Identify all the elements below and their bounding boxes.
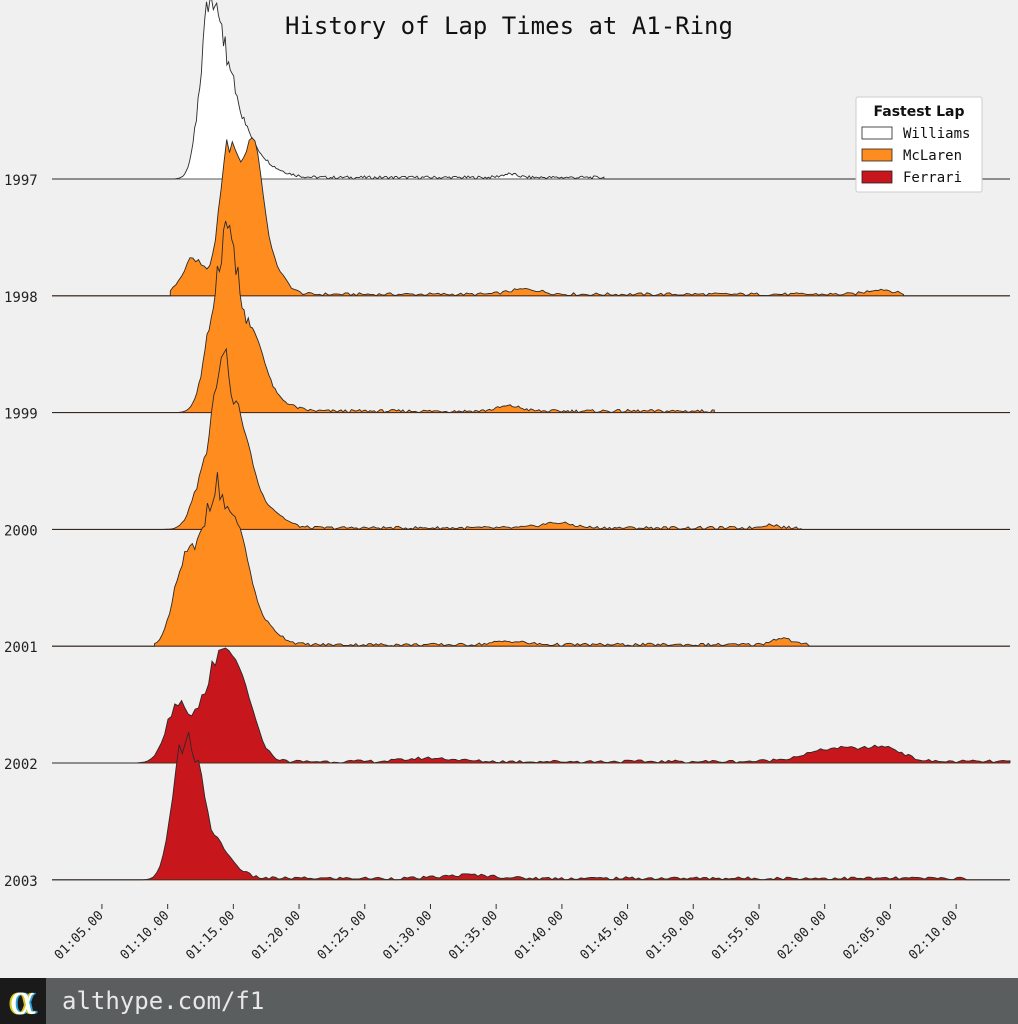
year-label-2003: 2003: [4, 874, 38, 890]
x-tick-label-7: 01:40.00: [512, 908, 567, 963]
legend-swatch-ferrari: [861, 170, 893, 184]
x-tick-label-6: 01:35.00: [446, 908, 501, 963]
ridge-line-2001: [52, 472, 1010, 647]
ridge-2003: 2003: [4, 732, 1010, 890]
ridge-line-2003: [52, 732, 1010, 881]
ridge-area-2001: [52, 472, 1010, 647]
ridge-line-1997: [52, 0, 1010, 180]
ridge-line-1999: [52, 220, 1010, 414]
ridge-line-2002: [52, 647, 1011, 764]
x-tick-label-11: 02:00.00: [775, 908, 830, 963]
ridge-2002: 2002: [4, 647, 1011, 773]
ridge-line-1998: [52, 137, 1010, 297]
x-tick-label-3: 01:20.00: [249, 908, 304, 963]
legend: Fastest Lap Williams McLaren Ferrari: [855, 96, 983, 193]
ridge-2000: 2000: [4, 347, 1010, 539]
chart-title: History of Lap Times at A1-Ring: [285, 12, 733, 40]
x-tick-label-13: 02:10.00: [906, 908, 961, 963]
x-tick-label-8: 01:45.00: [578, 908, 633, 963]
x-tick-label-12: 02:05.00: [840, 908, 895, 963]
ridges: 1997 1998 1999 2000 2001 2002 2003: [4, 0, 1011, 890]
althype-logo: α: [0, 978, 46, 1024]
legend-label-mclaren: McLaren: [903, 148, 962, 164]
year-label-1999: 1999: [4, 407, 38, 423]
x-axis: 01:05.00 01:10.00 01:15.00 01:20.00 01:25.00…: [52, 904, 961, 963]
ridgeline-chart: History of Lap Times at A1-Ring 1997 1998…: [4, 0, 1011, 963]
year-label-1998: 1998: [4, 290, 38, 306]
legend-label-williams: Williams: [903, 126, 970, 142]
year-label-2002: 2002: [4, 757, 38, 773]
legend-swatch-mclaren: [861, 148, 893, 162]
legend-box: [855, 96, 983, 193]
legend-label-ferrari: Ferrari: [903, 170, 962, 186]
x-tick-label-0: 01:05.00: [52, 908, 107, 963]
x-tick-label-5: 01:30.00: [380, 908, 435, 963]
ridge-area-1999: [52, 221, 1010, 413]
ridge-1998: 1998: [4, 137, 1010, 306]
ridge-line-2000: [52, 347, 1010, 531]
x-tick-label-10: 01:55.00: [709, 908, 764, 963]
x-tick-label-1: 01:10.00: [118, 908, 173, 963]
ridge-area-2002: [52, 648, 1010, 763]
ridge-area-2000: [52, 348, 1010, 530]
footer-url[interactable]: althype.com/f1: [62, 987, 265, 1015]
year-label-2000: 2000: [4, 523, 38, 539]
ridge-area-1998: [52, 137, 1010, 296]
legend-title: Fastest Lap: [874, 104, 965, 120]
x-tick-label-2: 01:15.00: [183, 908, 238, 963]
year-label-1997: 1997: [4, 173, 38, 189]
ridge-1999: 1999: [4, 220, 1010, 423]
year-label-2001: 2001: [4, 640, 38, 656]
ridge-2001: 2001: [4, 472, 1010, 656]
x-tick-label-9: 01:50.00: [643, 908, 698, 963]
footer-bar: α althype.com/f1: [0, 978, 1018, 1024]
ridge-1997: 1997: [4, 0, 1010, 189]
alpha-logo-icon: α: [9, 978, 37, 1024]
x-tick-label-4: 01:25.00: [315, 908, 370, 963]
legend-swatch-williams: [861, 126, 893, 140]
